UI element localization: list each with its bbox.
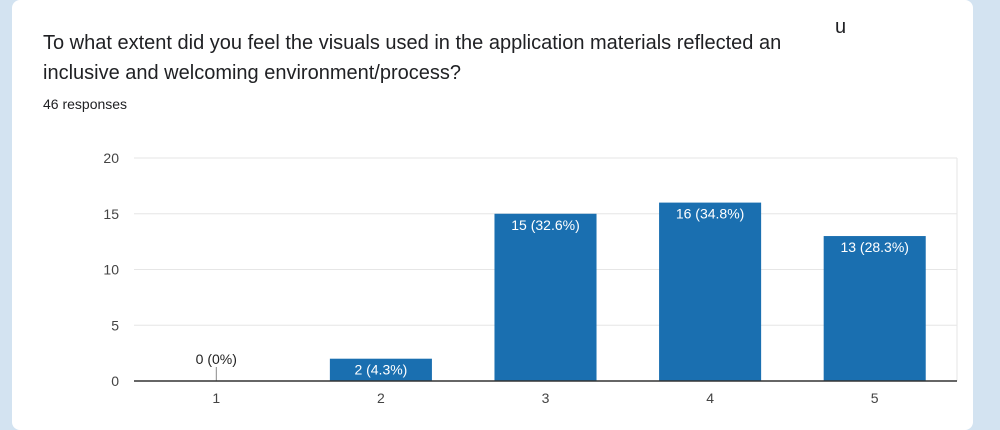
y-tick-label: 5 — [111, 317, 119, 333]
chart-card — [12, 0, 973, 430]
y-tick-label: 0 — [111, 373, 119, 389]
data-label: 0 (0%) — [196, 351, 237, 367]
stray-text: u — [835, 16, 847, 38]
bar — [494, 213, 597, 381]
bar — [823, 236, 926, 381]
bar — [659, 202, 762, 381]
x-tick-label: 1 — [212, 390, 220, 406]
y-tick-label: 20 — [103, 150, 119, 166]
question-title: To what extent did you feel the visuals … — [43, 32, 782, 84]
bar-chart: 0 5 10 15 20 0 (0%) 1 2 (4.3%) 2 15 (32.6%) 3 16 (3… — [103, 150, 958, 406]
data-label: 13 (28.3%) — [840, 239, 908, 255]
response-count: 46 responses — [43, 96, 128, 112]
x-tick-label: 5 — [871, 390, 879, 406]
data-label: 16 (34.8%) — [676, 206, 744, 222]
y-tick-label: 15 — [103, 206, 119, 222]
x-tick-label: 4 — [706, 390, 714, 406]
x-tick-label: 3 — [542, 390, 550, 406]
data-label: 2 (4.3%) — [354, 362, 407, 378]
data-label: 15 (32.6%) — [511, 217, 579, 233]
bar — [329, 358, 432, 381]
y-tick-label: 10 — [103, 262, 119, 278]
x-tick-label: 2 — [377, 390, 385, 406]
